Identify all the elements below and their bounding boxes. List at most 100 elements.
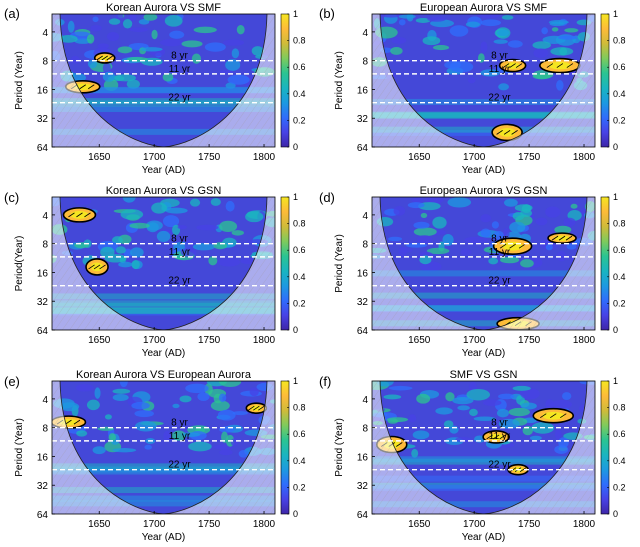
phase-arrow [566, 63, 574, 68]
coherence-band [52, 500, 275, 507]
x-tick-label: 1750 [518, 519, 541, 530]
coherence-blob [189, 198, 201, 207]
reference-label-11yr: 11 yr [169, 431, 191, 442]
coherence-blob [503, 228, 510, 240]
coherence-blob [123, 248, 133, 258]
reference-label-11yr: 11 yr [489, 431, 511, 442]
coherence-blob [100, 246, 115, 258]
coherence-blob [160, 38, 183, 47]
colorbar-tick-label: 0.4 [293, 272, 306, 282]
y-tick-label: 16 [37, 452, 49, 463]
phase-arrow [499, 243, 507, 249]
coherence-band [372, 456, 595, 463]
coherence-blob [554, 225, 572, 234]
coherence-blob [163, 430, 171, 442]
coherence-blob [225, 200, 235, 212]
colorbar-tick-label: 0.2 [613, 115, 626, 125]
coherence-blob [222, 39, 245, 46]
y-tick-label: 32 [357, 114, 369, 125]
reference-label-11yr: 11 yr [489, 247, 511, 258]
y-tick-label: 16 [37, 268, 49, 279]
reference-label-22yr: 22 yr [488, 93, 511, 104]
coherence-blob [156, 230, 171, 242]
coherence-blob [221, 431, 228, 443]
coherence-blob [520, 402, 537, 410]
phase-arrow [68, 212, 75, 218]
coherence-blob [75, 384, 94, 392]
coherence-blob [151, 29, 158, 40]
colorbar-tick-label: 0.4 [613, 272, 626, 282]
panel-letter: (d) [319, 190, 335, 205]
chart-panel-2: 8 yr 11 yr 22 yr European Aurora VS SMF (b) 1… [319, 2, 626, 176]
coherence-blob [507, 40, 523, 48]
coherence-blob [129, 27, 149, 32]
reference-label-8yr: 8 yr [171, 418, 188, 429]
coherence-blob [455, 437, 472, 443]
coherence-blob [545, 206, 561, 218]
y-tick-label: 16 [37, 85, 49, 96]
y-axis-label: Period (Year) [334, 51, 345, 110]
y-axis-label: Period(Year) [14, 236, 25, 292]
coherence-blob [512, 385, 531, 391]
coherence-blob [533, 48, 549, 58]
colorbar-tick-label: 0 [613, 509, 618, 519]
colorbar-tick-label: 0.6 [293, 245, 306, 255]
coherence-blob [251, 46, 264, 56]
coherence-blob [432, 216, 447, 229]
coherence-blob [467, 77, 476, 84]
chart-panel-6: 8 yr 11 yr 22 yr SMF VS GSN (f) 1650 1700 1750 1… [319, 369, 626, 543]
coherence-blob [477, 14, 500, 19]
x-tick-label: 1800 [253, 519, 276, 530]
cone-of-influence-hatch [372, 381, 595, 514]
coherence-band [52, 468, 275, 475]
phase-arrow [558, 235, 566, 241]
colorbar [600, 380, 610, 515]
coherence-blob [535, 217, 548, 226]
y-tick-label: 32 [37, 114, 49, 125]
coherence-blob [171, 430, 186, 441]
cone-of-influence-edge [379, 381, 588, 514]
coherence-blob [558, 35, 577, 40]
coherence-blob [491, 221, 499, 229]
coherence-blob [557, 250, 567, 262]
coherence-blob [551, 27, 559, 32]
colorbar-tick-label: 0 [293, 142, 298, 152]
colorbar-tick-label: 0.4 [293, 456, 306, 466]
y-tick-label: 4 [362, 28, 368, 39]
reference-label-22yr: 22 yr [168, 460, 191, 471]
coherence-blob [217, 409, 236, 421]
coherence-blob [457, 405, 470, 411]
x-axis-label: Year (AD) [142, 348, 186, 359]
plot-frame [371, 380, 596, 515]
chart-title: European Aurora VS SMF [420, 2, 547, 14]
coherence-blob [219, 381, 242, 388]
coherence-blob [447, 197, 472, 208]
x-tick-label: 1750 [198, 519, 221, 530]
coherence-blob [449, 25, 469, 37]
panel-letter: (a) [4, 6, 20, 21]
coherence-blob [162, 215, 180, 228]
phase-arrow [396, 442, 403, 447]
coherence-blob [108, 433, 116, 442]
coherence-blob [498, 393, 515, 400]
coherence-band [372, 292, 595, 299]
coherence-blob [217, 258, 241, 267]
coherence-blob [393, 205, 406, 216]
coherence-blob [106, 31, 120, 42]
coherence-blob [516, 395, 525, 405]
coherence-band [372, 475, 595, 482]
phase-arrow [492, 434, 500, 440]
y-tick-label: 16 [357, 268, 369, 279]
coherence-blob [416, 235, 433, 244]
phase-arrow [518, 243, 526, 249]
colorbar-tick-label: 0.6 [293, 429, 306, 439]
coherence-blob [449, 425, 459, 434]
coherence-blob [185, 383, 209, 394]
coherence-blob [480, 19, 502, 27]
coherence-blob [169, 30, 185, 39]
coherence-blob [94, 387, 101, 399]
coherence-blob [179, 395, 192, 403]
coherence-blob [398, 14, 416, 19]
coherence-blob [74, 197, 92, 205]
coherence-blob [126, 79, 140, 89]
